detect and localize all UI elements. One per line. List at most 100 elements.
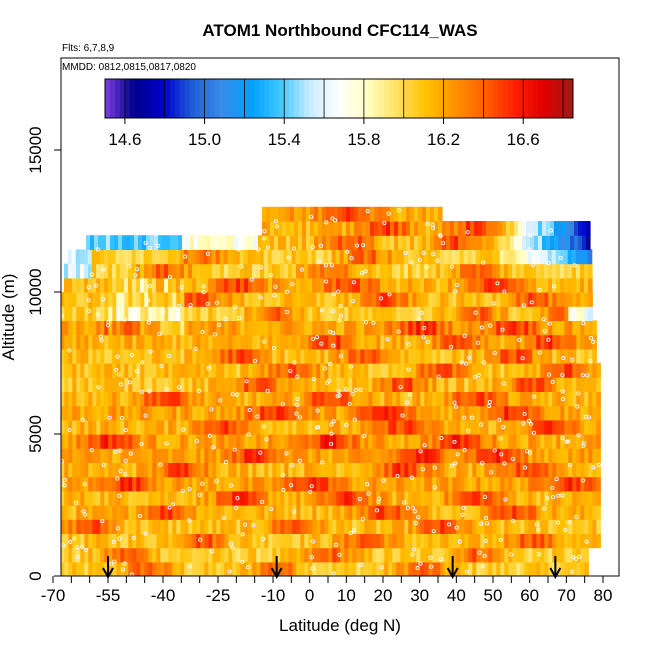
heatmap-cell [228,561,233,576]
heatmap-cell [84,292,89,307]
heatmap-cell [534,235,539,250]
heatmap-cell [584,462,589,478]
heatmap-cell [352,263,357,279]
heatmap-cell [352,334,357,350]
heatmap-cell [96,519,101,534]
heatmap-cell [520,377,525,392]
heatmap-cell [220,505,225,520]
sample-point [482,553,487,558]
heatmap-cell [112,292,117,307]
sample-point [143,413,148,418]
heatmap-cell [310,206,315,222]
heatmap-cell [532,334,537,350]
heatmap-cell [420,277,425,293]
heatmap-cell [380,490,385,506]
heatmap-cell [364,334,369,350]
heatmap-cell [408,434,413,449]
heatmap-cell [372,448,377,463]
heatmap-cell [412,334,417,350]
heatmap-cell [294,221,299,236]
heatmap-cell [156,533,161,549]
heatmap-cell [264,377,269,392]
heatmap-cell [584,306,589,321]
heatmap-cell [372,277,377,293]
heatmap-cell [500,519,505,534]
sample-point [331,419,336,424]
heatmap-cell [356,462,361,478]
sample-point [378,296,384,301]
heatmap-cell [296,505,301,520]
heatmap-cell [324,448,329,463]
heatmap-cell [496,348,501,364]
heatmap-cell [540,419,545,435]
heatmap-cell [358,221,363,236]
heatmap-cell [156,505,161,520]
heatmap-cell [584,476,589,492]
sample-point [501,381,506,386]
heatmap-cell [556,391,561,407]
sample-point [489,470,494,475]
heatmap-cell [208,462,213,478]
heatmap-cell [496,292,501,307]
heatmap-cell [474,221,479,236]
heatmap-cell [172,434,177,449]
sample-point [98,334,103,339]
sample-point [337,318,342,323]
colorbar-segment [398,79,405,118]
heatmap-cell [94,235,99,250]
heatmap-cell [472,419,477,435]
heatmap-cell [295,249,301,265]
heatmap-cell [164,377,169,392]
heatmap-cell [79,249,85,265]
heatmap-cell [492,320,497,336]
sample-point [101,267,106,272]
heatmap-cell [408,561,413,576]
heatmap-cell [176,391,181,407]
heatmap-cell [432,348,437,364]
sample-point [511,518,516,523]
colorbar-segment [284,79,290,118]
heatmap-cell [407,249,413,265]
heatmap-cell [564,277,569,293]
sample-point [500,327,505,332]
heatmap-cell [148,405,153,421]
heatmap-cell [280,277,285,293]
heatmap-cell [192,377,197,392]
heatmap-cell [378,235,383,250]
heatmap-cell [432,519,437,534]
heatmap-cell [136,263,141,279]
heatmap-cell [552,419,557,435]
heatmap-cell [476,561,481,576]
heatmap-cell [536,263,541,279]
heatmap-cell [208,377,213,392]
heatmap-cell [552,505,557,520]
heatmap-cell [535,249,541,265]
heatmap-cell [484,377,489,392]
heatmap-cell [72,391,77,407]
heatmap-cell [576,320,581,336]
sample-point [264,437,269,442]
colorbar-segment [224,79,230,118]
heatmap-cell [372,490,377,506]
heatmap-cell [232,377,237,392]
heatmap-cell [296,419,301,435]
heatmap-cell [236,462,241,478]
heatmap-cell [468,561,473,576]
heatmap-cell [124,561,129,576]
heatmap-cell [244,306,249,321]
heatmap-cell [152,476,157,492]
colorbar-segment [373,79,380,118]
heatmap-cell [104,547,109,563]
heatmap-cell [548,377,553,392]
heatmap-cell [84,391,89,407]
heatmap-cell [264,533,269,549]
heatmap-cell [338,221,343,236]
heatmap-cell [76,448,81,463]
sample-point [362,433,367,439]
heatmap-cell [124,434,129,449]
sample-point [281,487,286,493]
heatmap-cell [304,505,309,520]
heatmap-cell [240,434,245,449]
sample-point [561,356,566,361]
heatmap-cell [243,249,249,265]
